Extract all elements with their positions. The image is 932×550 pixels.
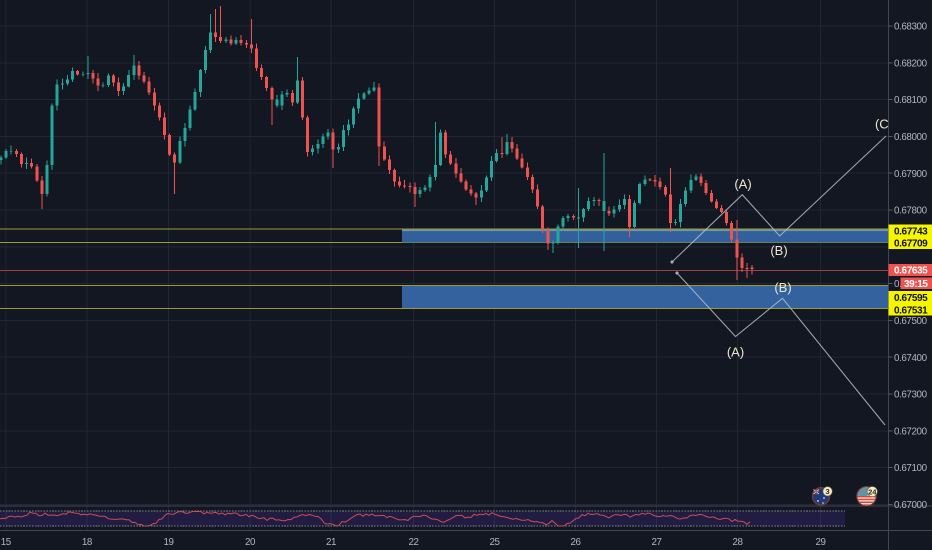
svg-text:0.67743: 0.67743 xyxy=(894,226,928,237)
svg-text:22: 22 xyxy=(408,537,418,548)
svg-text:(A): (A) xyxy=(727,345,744,360)
svg-text:0.67300: 0.67300 xyxy=(894,390,928,401)
svg-text:19: 19 xyxy=(163,537,173,548)
svg-text:(B): (B) xyxy=(774,280,791,295)
svg-text:0.67400: 0.67400 xyxy=(894,353,928,364)
svg-text:0.67531: 0.67531 xyxy=(894,305,928,316)
svg-text:29: 29 xyxy=(815,537,825,548)
svg-text:0.68100: 0.68100 xyxy=(894,95,928,106)
svg-text:15: 15 xyxy=(1,537,12,548)
svg-text:25: 25 xyxy=(489,537,500,548)
svg-text:0.68000: 0.68000 xyxy=(894,132,928,143)
svg-text:24: 24 xyxy=(868,487,877,496)
svg-text:0.67709: 0.67709 xyxy=(894,239,928,250)
svg-text:(A): (A) xyxy=(734,177,751,192)
svg-text:20: 20 xyxy=(245,537,256,548)
svg-text:27: 27 xyxy=(651,537,661,548)
svg-text:(B): (B) xyxy=(770,243,787,258)
svg-text:0.67000: 0.67000 xyxy=(894,500,928,511)
svg-text:0.67900: 0.67900 xyxy=(894,169,928,180)
svg-text:0.67635: 0.67635 xyxy=(894,265,928,276)
svg-text:0.68300: 0.68300 xyxy=(894,22,928,33)
svg-text:0.67200: 0.67200 xyxy=(894,426,928,437)
svg-text:18: 18 xyxy=(82,537,93,548)
svg-text:0.67100: 0.67100 xyxy=(894,463,928,474)
svg-text:0.67595: 0.67595 xyxy=(894,293,928,304)
svg-text:21: 21 xyxy=(326,537,336,548)
svg-text:0.68200: 0.68200 xyxy=(894,58,928,69)
svg-text:26: 26 xyxy=(570,537,581,548)
svg-text:28: 28 xyxy=(732,537,743,548)
svg-text:0.67500: 0.67500 xyxy=(894,316,928,327)
svg-text:0.67800: 0.67800 xyxy=(894,206,928,217)
svg-text:3: 3 xyxy=(826,487,830,496)
svg-text:39:15: 39:15 xyxy=(904,279,928,290)
